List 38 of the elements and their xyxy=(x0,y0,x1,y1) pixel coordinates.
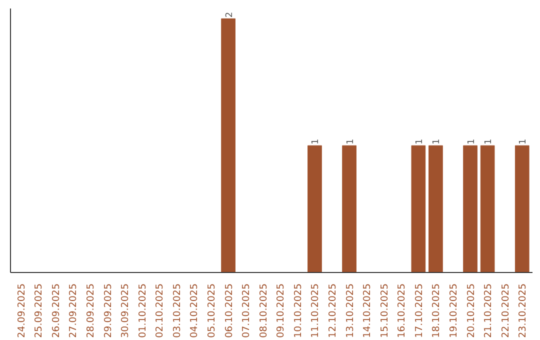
x-tick-label: 24.09.2025 xyxy=(16,283,28,338)
x-tick-label: 17.10.2025 xyxy=(414,283,425,338)
x-tick-label: 09.10.2025 xyxy=(276,283,287,338)
x-tick-label: 18.10.2025 xyxy=(431,283,442,338)
x-tick-label: 11.10.2025 xyxy=(310,283,322,338)
data-label: 1 xyxy=(311,138,322,145)
data-label: 1 xyxy=(414,138,425,145)
data-label: 1 xyxy=(432,138,442,145)
data-label: 1 xyxy=(484,138,494,145)
x-tick-label: 05.10.2025 xyxy=(206,283,218,338)
x-tick-label: 02.10.2025 xyxy=(154,283,166,338)
x-tick-label: 13.10.2025 xyxy=(344,283,356,338)
data-label: 1 xyxy=(466,138,477,145)
x-tick-label: 06.10.2025 xyxy=(224,283,235,338)
data-label: 1 xyxy=(346,138,356,145)
x-tick-label: 03.10.2025 xyxy=(172,283,183,338)
x-tick-label: 07.10.2025 xyxy=(241,283,252,338)
x-tick-label: 19.10.2025 xyxy=(448,283,460,338)
x-tick-label: 29.09.2025 xyxy=(102,283,114,338)
x-tick-label: 25.09.2025 xyxy=(34,283,45,338)
x-tick-label: 26.09.2025 xyxy=(50,283,62,338)
x-tick-label: 08.10.2025 xyxy=(258,283,270,338)
x-tick-label: 30.09.2025 xyxy=(120,283,132,338)
x-tick-label: 28.09.2025 xyxy=(86,283,97,338)
x-tick-label: 27.09.2025 xyxy=(68,283,80,338)
x-tick-label: 21.10.2025 xyxy=(483,283,494,338)
x-tick-label: 22.10.2025 xyxy=(500,283,512,338)
data-label: 1 xyxy=(518,138,529,145)
data-label: 2 xyxy=(224,12,235,18)
x-tick-label: 04.10.2025 xyxy=(189,283,200,338)
x-tick-label: 10.10.2025 xyxy=(292,283,304,338)
x-tick-label: 23.10.2025 xyxy=(518,283,529,338)
x-tick-label: 12.10.2025 xyxy=(327,283,338,338)
x-tick-label: 01.10.2025 xyxy=(137,283,148,338)
x-tick-label: 14.10.2025 xyxy=(362,283,374,338)
x-tick-label: 15.10.2025 xyxy=(379,283,390,338)
x-tick-label: 16.10.2025 xyxy=(396,283,408,338)
x-tick-label: 20.10.2025 xyxy=(466,283,477,338)
